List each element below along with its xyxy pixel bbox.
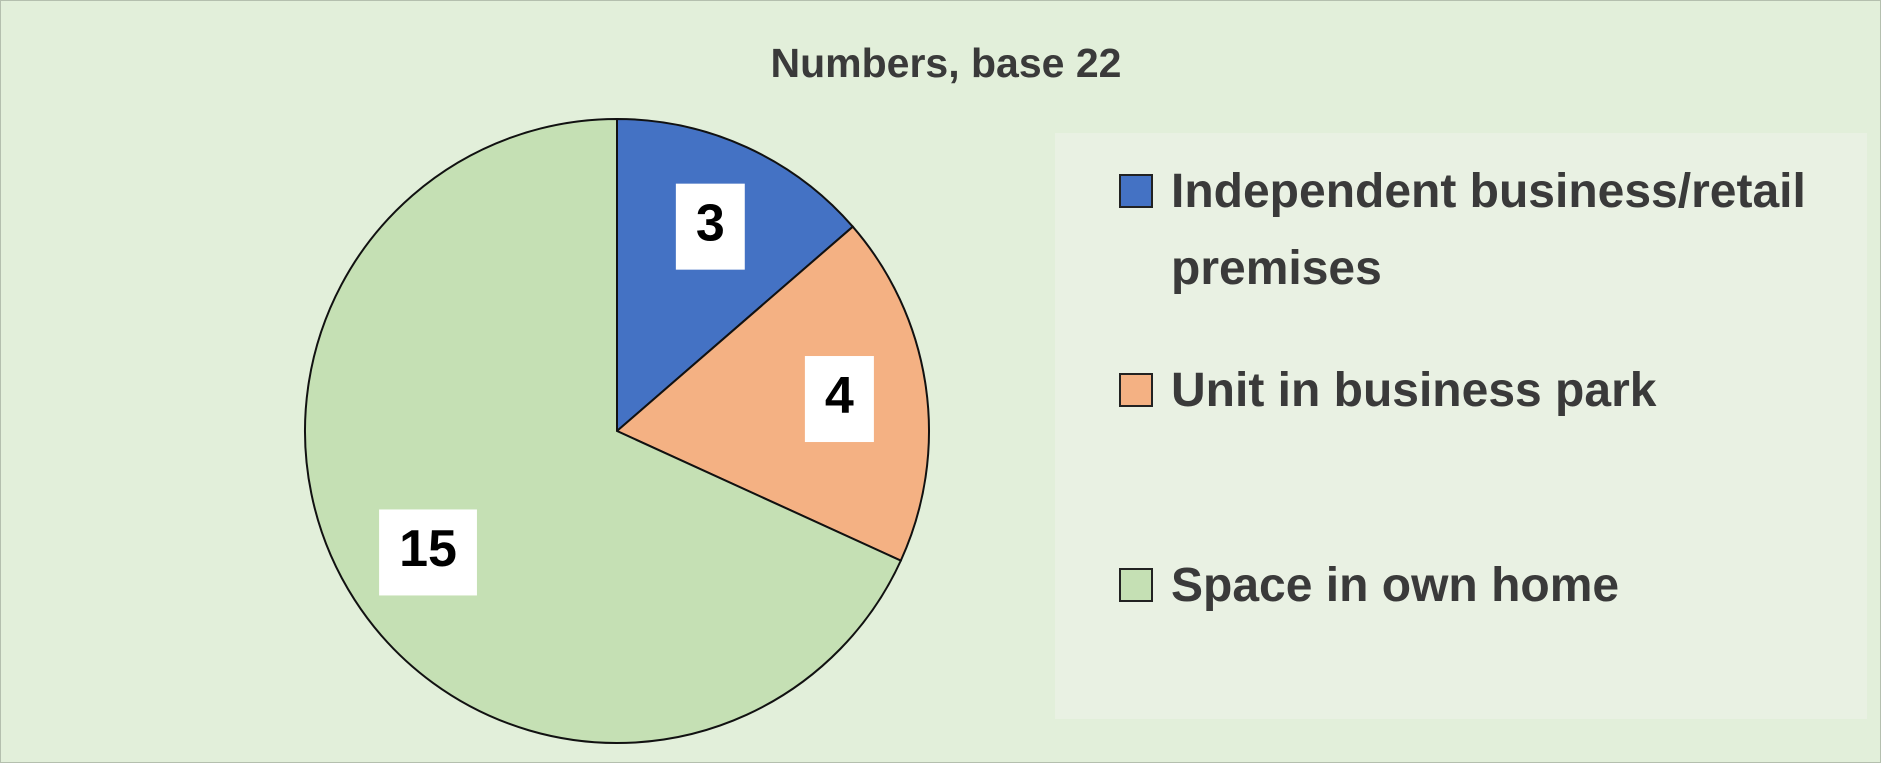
data-label: 4 [825, 367, 854, 425]
data-label: 15 [399, 520, 457, 578]
legend-item: Independent business/retail premises [1119, 153, 1859, 307]
data-label: 3 [696, 194, 725, 252]
legend: Independent business/retail premises Unit… [1055, 133, 1867, 719]
data-label-bg [379, 509, 477, 596]
legend-swatch [1119, 174, 1153, 208]
legend-label: Independent business/retail premises [1171, 165, 1806, 295]
legend-item: Unit in business park [1119, 352, 1859, 429]
pie-slice [615, 225, 930, 562]
data-label-bg [804, 356, 874, 443]
legend-label: Unit in business park [1171, 364, 1657, 417]
legend-item: Space in own home [1119, 547, 1859, 624]
legend-swatch [1119, 373, 1153, 407]
data-label-bg [675, 183, 745, 270]
legend-swatch [1119, 568, 1153, 602]
chart-title: Numbers, base 22 [771, 40, 1122, 86]
legend-label: Space in own home [1171, 559, 1620, 612]
